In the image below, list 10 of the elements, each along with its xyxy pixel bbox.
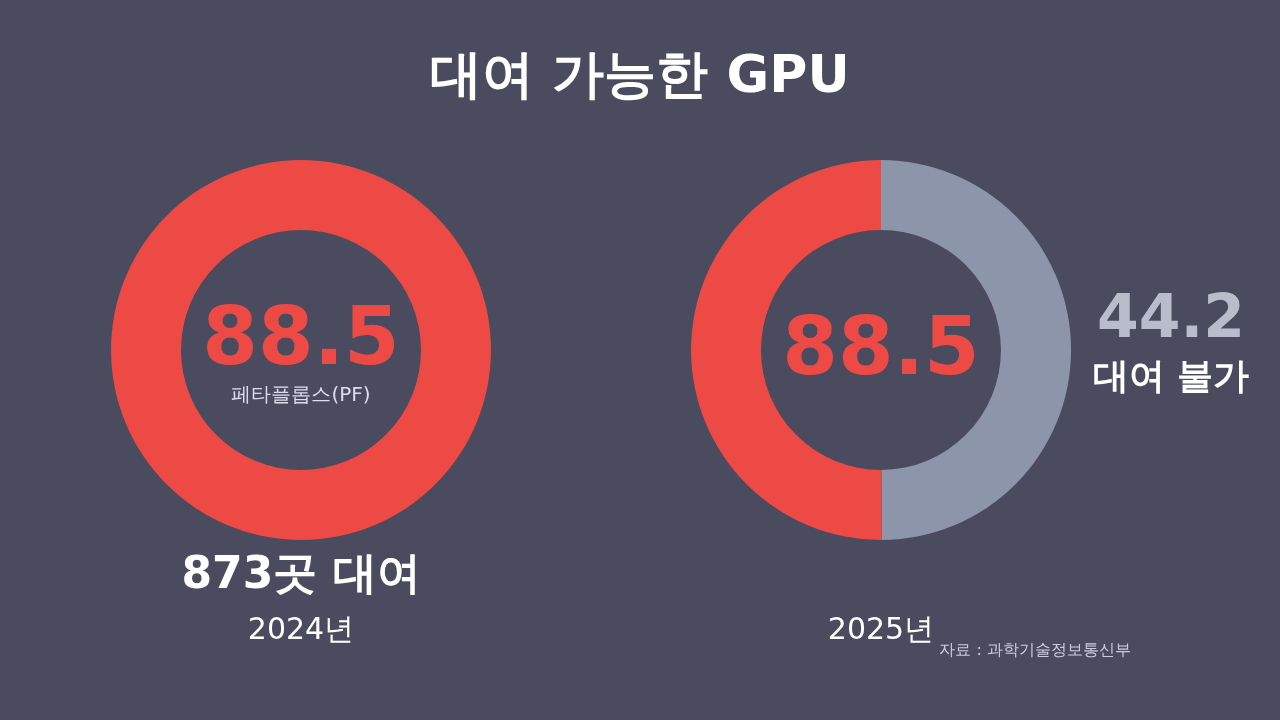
text: 대여 가능한 GPU [429, 43, 851, 106]
data-label: 44.2 [1096, 281, 1245, 352]
slice-label: 873곳 대여 [180, 547, 421, 598]
text: 페타플롭스(PF) [230, 382, 371, 406]
slice-label: 대여 불가 [1092, 355, 1249, 397]
text: 자료 : 과학기술정보통신부 [938, 640, 1131, 659]
text: 2024년 [247, 611, 354, 646]
text: 2025년 [827, 611, 934, 646]
text: 88.5 [781, 300, 980, 393]
data-label: 88.5 [201, 290, 400, 383]
